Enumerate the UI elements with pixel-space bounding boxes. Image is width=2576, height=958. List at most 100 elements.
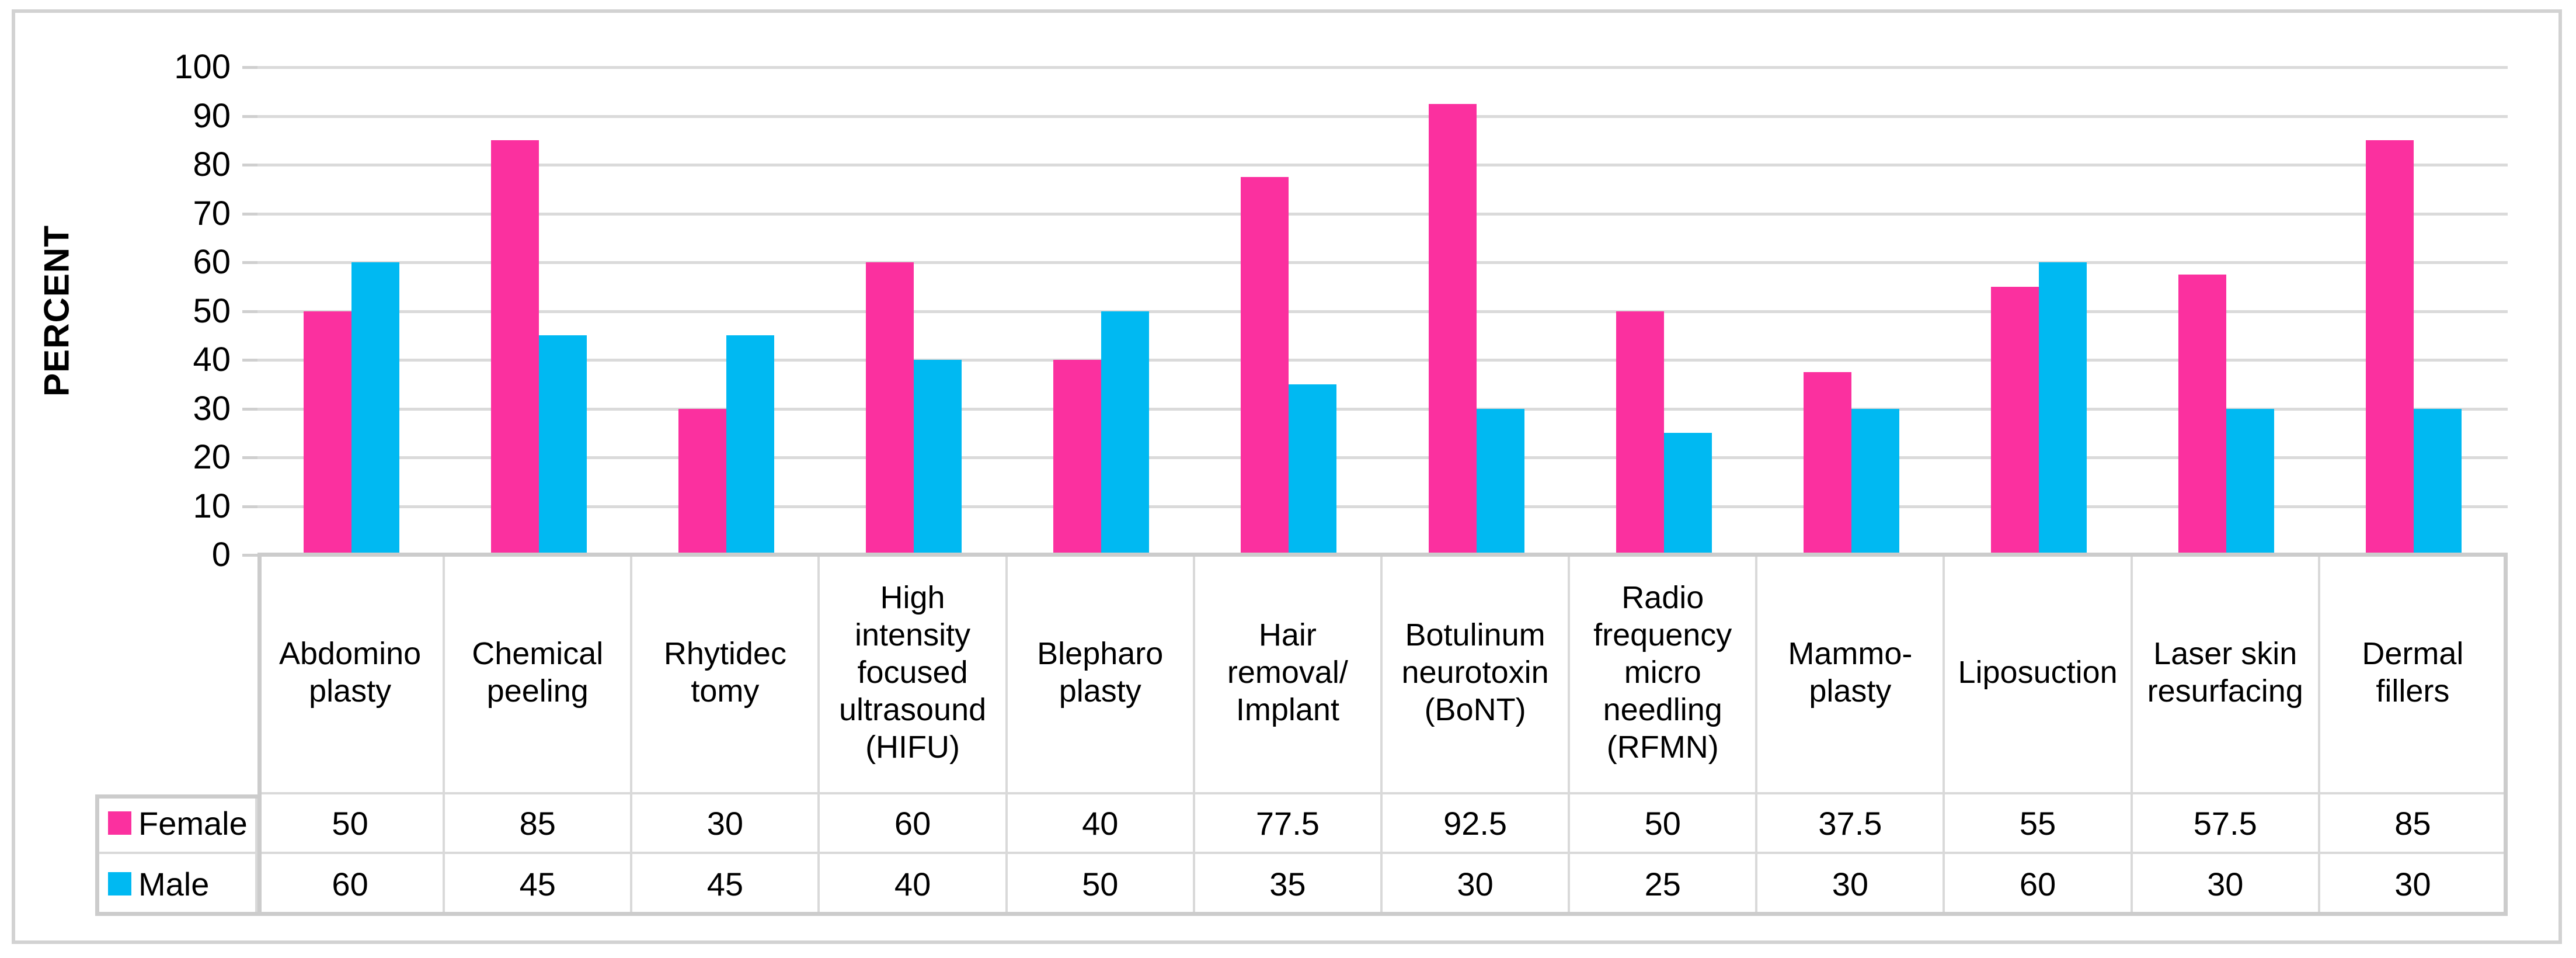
gridline	[257, 456, 2508, 459]
y-axis-tick-label: 70	[193, 194, 231, 232]
y-axis-tick	[242, 66, 257, 69]
value-cell: 30	[632, 794, 820, 854]
value-cell: 60	[820, 794, 1008, 854]
bar-female	[1053, 360, 1102, 555]
gridline	[257, 164, 2508, 166]
y-axis-tick	[242, 407, 257, 411]
bar-male	[2039, 262, 2087, 555]
value-cell: 85	[445, 794, 633, 854]
gridline	[257, 114, 2508, 118]
value-cell: 60	[1945, 854, 2133, 916]
value-cell: 85	[2320, 794, 2508, 854]
category-cell: Liposuction	[1945, 553, 2133, 794]
bar-male	[1289, 384, 1337, 555]
y-axis-tick	[242, 505, 257, 508]
category-cell: Hair removal/ Implant	[1195, 553, 1383, 794]
category-cell: High intensity focused ultrasound (HIFU)	[820, 553, 1008, 794]
bar-female	[1428, 103, 1477, 555]
bar-female	[303, 311, 351, 555]
y-axis-tick-label: 40	[193, 341, 231, 379]
gridline	[257, 407, 2508, 411]
category-cell: Mammo- plasty	[1757, 553, 1945, 794]
y-axis-tick	[242, 310, 257, 313]
gridline	[257, 505, 2508, 508]
bar-male	[1663, 433, 1712, 555]
category-cell: Dermal fillers	[2320, 553, 2508, 794]
category-cell: Rhytidec tomy	[632, 553, 820, 794]
value-cell: 50	[257, 794, 445, 854]
value-cell: 30	[2320, 854, 2508, 916]
value-cell: 30	[1757, 854, 1945, 916]
bar-male	[726, 335, 774, 555]
value-cell: 77.5	[1195, 794, 1383, 854]
bar-female	[490, 140, 539, 555]
y-axis-tick	[242, 261, 257, 264]
bar-male	[538, 335, 587, 555]
category-cell: Blepharo plasty	[1007, 553, 1195, 794]
value-cell: 50	[1570, 794, 1758, 854]
y-axis-tick	[242, 114, 257, 118]
y-axis-tick	[242, 359, 257, 362]
data-table: Abdomino plasty Chemical peeling Rhytidec …	[95, 553, 2508, 916]
bar-female	[1616, 311, 1664, 555]
y-axis-title: PERCENT	[37, 225, 76, 397]
legend-swatch-female	[108, 811, 131, 835]
y-axis-tick-label: 90	[193, 96, 231, 135]
legend-cell-female: Female	[95, 794, 257, 854]
table-corner-blank	[95, 553, 257, 794]
bar-female	[2178, 274, 2227, 555]
y-axis-tick-label: 100	[174, 48, 231, 86]
gridline	[257, 212, 2508, 216]
category-cell: Chemical peeling	[445, 553, 633, 794]
value-cell: 50	[1007, 854, 1195, 916]
plot-area	[242, 66, 2508, 557]
value-cell: 92.5	[1382, 794, 1571, 854]
y-axis-tick-label: 0	[211, 536, 231, 574]
gridline	[257, 359, 2508, 362]
legend-cell-male: Male	[95, 854, 257, 916]
value-cell: 60	[257, 854, 445, 916]
bar-male	[1851, 408, 1899, 555]
y-axis-tick	[242, 456, 257, 459]
bar-male	[1101, 311, 1150, 555]
value-cell: 45	[632, 854, 820, 916]
y-axis-tick	[242, 212, 257, 216]
y-axis-tick-label: 50	[193, 291, 231, 330]
bar-male	[2414, 408, 2462, 555]
category-cell: Abdomino plasty	[257, 553, 445, 794]
value-cell: 45	[445, 854, 633, 916]
value-cell: 35	[1195, 854, 1383, 916]
value-cell: 40	[1007, 794, 1195, 854]
value-cell: 25	[1570, 854, 1758, 916]
y-axis-tick-label: 10	[193, 487, 231, 525]
y-axis-tick-label: 60	[193, 243, 231, 281]
value-cell: 30	[2132, 854, 2320, 916]
gridline	[257, 310, 2508, 313]
bar-female	[866, 262, 914, 555]
y-axis-tick-label: 80	[193, 145, 231, 183]
value-cell: 55	[1945, 794, 2133, 854]
value-cell: 40	[820, 854, 1008, 916]
gridline	[257, 261, 2508, 264]
bar-female	[678, 408, 726, 555]
bar-male	[914, 360, 962, 555]
gridline	[257, 66, 2508, 69]
y-axis-tick	[242, 554, 257, 557]
category-cell: Laser skin resurfacing	[2132, 553, 2320, 794]
category-cell: Radio frequency micro needling (RFMN)	[1570, 553, 1758, 794]
y-axis-tick-label: 30	[193, 389, 231, 428]
legend-label: Male	[138, 865, 210, 903]
legend-swatch-male	[108, 872, 131, 895]
bar-female	[1803, 372, 1851, 555]
category-cell: Botulinum neurotoxin (BoNT)	[1382, 553, 1571, 794]
bar-female	[1241, 176, 1289, 555]
bar-female	[2366, 140, 2414, 555]
value-cell: 30	[1382, 854, 1571, 916]
y-axis-tick	[242, 164, 257, 166]
legend-label: Female	[138, 804, 248, 842]
y-axis-tick-label: 20	[193, 438, 231, 476]
bar-male	[2226, 408, 2275, 555]
bar-male	[351, 262, 399, 555]
value-cell: 57.5	[2132, 794, 2320, 854]
